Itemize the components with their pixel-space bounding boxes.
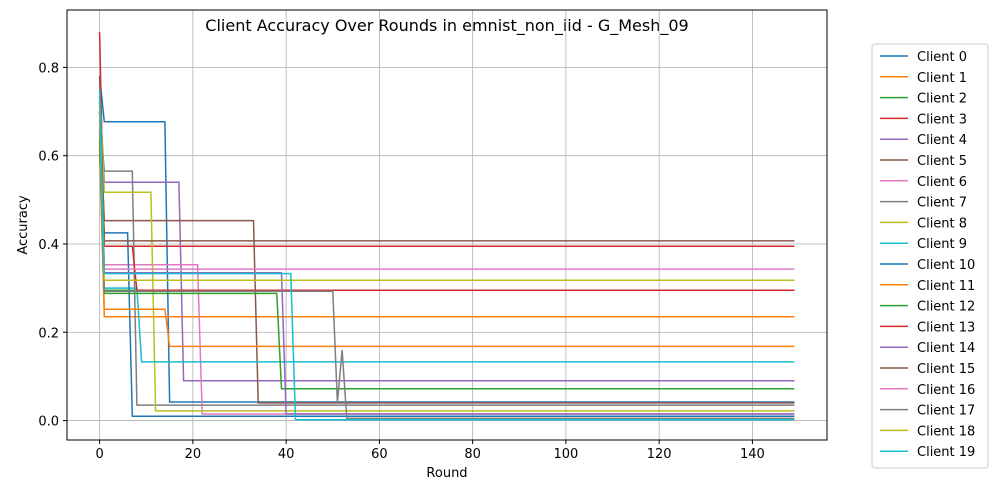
plot-lines [98,32,795,421]
plot-area [66,9,828,441]
legend-label: Client 15 [917,362,975,377]
legend-label: Client 14 [917,341,975,356]
legend-label: Client 9 [917,237,967,252]
legend-label: Client 18 [917,424,975,439]
series-line-client-8 [98,85,795,412]
series-line-client-10 [98,155,795,417]
legend-label: Client 1 [917,71,967,86]
legend-label: Client 7 [917,196,967,211]
grid [67,10,827,440]
x-tick-label: 20 [185,447,202,462]
y-axis-title: Accuracy [16,195,31,255]
y-tick-label: 0.6 [38,150,59,165]
y-tick-label: 0.2 [38,326,59,341]
x-tick-label: 80 [464,447,481,462]
legend-label: Client 10 [917,258,975,273]
x-tick-label: 100 [553,447,578,462]
y-tick-label: 0.0 [38,415,59,430]
y-tick-label: 0.8 [38,61,59,76]
series-line-client-2 [98,129,795,292]
legend-label: Client 13 [917,320,975,335]
legend-label: Client 0 [917,50,967,65]
x-tick-label: 60 [371,447,388,462]
legend-label: Client 6 [917,175,967,190]
y-tick-label: 0.4 [38,238,59,253]
x-axis: 0 20 40 60 80 100 120 140 [95,440,765,462]
legend-frame [871,43,989,469]
series-line-client-19 [98,89,795,421]
legend-label: Client 11 [917,279,975,294]
series-line-client-14 [98,111,795,415]
series-line-client-17 [98,120,795,420]
x-tick-label: 40 [278,447,295,462]
series-line-client-0 [98,76,795,403]
y-axis: 0.0 0.2 0.4 0.6 0.8 [38,61,67,430]
series-line-client-13 [98,111,795,292]
legend-label: Client 17 [917,404,975,419]
legend: Client 0 Client 1 Client 2 Client 3 Client 4… [871,43,989,469]
legend-label: Client 12 [917,300,975,315]
legend-label: Client 8 [917,216,967,231]
series-line-client-6 [98,102,795,415]
legend-label: Client 2 [917,92,967,107]
series-line-client-15 [98,76,795,242]
x-tick-label: 0 [95,447,103,462]
series-line-client-9 [98,102,795,363]
series-line-client-18 [98,102,795,281]
series-line-client-4 [98,89,795,382]
legend-label: Client 4 [917,133,967,148]
series-line-client-3 [98,32,795,247]
legend-label: Client 3 [917,112,967,127]
x-tick-label: 120 [647,447,672,462]
series-line-client-5 [98,111,795,404]
series-line-client-12 [98,137,795,390]
x-tick-label: 140 [740,447,765,462]
legend-label: Client 5 [917,154,967,169]
legend-label: Client 19 [917,445,975,460]
chart-title: Client Accuracy Over Rounds in emnist_no… [205,16,688,36]
legend-label: Client 16 [917,383,975,398]
x-axis-title: Round [426,466,467,481]
